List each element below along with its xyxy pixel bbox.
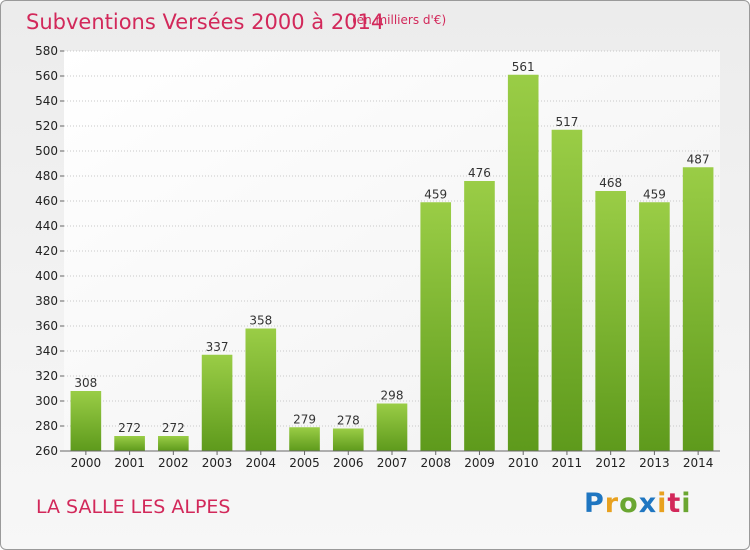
value-label-2003: 337: [206, 340, 229, 354]
value-label-2001: 272: [118, 421, 141, 435]
bar-2010: [507, 74, 539, 451]
bar-2003: [201, 354, 233, 451]
y-tick-label: 400: [35, 269, 58, 283]
logo-letter: i: [657, 488, 668, 519]
x-tick-label-2000: 2000: [71, 456, 102, 470]
y-tick-label: 260: [35, 444, 58, 458]
bar-2006: [332, 428, 364, 451]
y-tick-label: 580: [35, 44, 58, 58]
bar-2007: [376, 403, 408, 451]
logo-letter: t: [667, 488, 682, 519]
bar-2004: [245, 328, 277, 451]
value-label-2004: 358: [249, 314, 272, 328]
y-tick-label: 300: [35, 394, 58, 408]
x-axis: 2000 2001 2002 2003 2004 2005 2006 2007 2008 2009…: [71, 451, 714, 470]
y-tick-label: 440: [35, 219, 58, 233]
y-tick-label: 560: [35, 69, 58, 83]
x-tick-label-2011: 2011: [552, 456, 583, 470]
x-tick-label-2008: 2008: [420, 456, 451, 470]
logo-letter: i: [681, 488, 692, 519]
value-label-2008: 459: [424, 187, 447, 201]
x-tick-label-2002: 2002: [158, 456, 189, 470]
chart-title: Subventions Versées 2000 à 2014: [26, 10, 385, 34]
x-tick-label-2013: 2013: [639, 456, 670, 470]
value-label-2013: 459: [643, 187, 666, 201]
value-label-2010: 561: [512, 60, 535, 74]
logo-letter: x: [638, 488, 658, 519]
value-label-2000: 308: [74, 376, 97, 390]
bar-2013: [639, 202, 670, 451]
y-tick-label: 480: [35, 169, 58, 183]
x-tick-label-2007: 2007: [377, 456, 408, 470]
chart-subtitle: (en milliers d'€): [352, 13, 447, 27]
y-tick-label: 380: [35, 294, 58, 308]
bar-2011: [551, 129, 583, 451]
x-tick-label-2009: 2009: [464, 456, 495, 470]
bar-2008: [420, 202, 452, 451]
y-tick-label: 520: [35, 119, 58, 133]
x-tick-label-2012: 2012: [595, 456, 626, 470]
value-label-2002: 272: [162, 421, 185, 435]
y-tick-label: 280: [35, 419, 58, 433]
bar-2000: [70, 391, 102, 451]
logo-letter: r: [604, 488, 620, 519]
bar-2014: [682, 167, 714, 451]
bar-2012: [595, 191, 626, 451]
y-tick-label: 500: [35, 144, 58, 158]
y-tick-label: 420: [35, 244, 58, 258]
y-tick-label: 320: [35, 369, 58, 383]
value-label-2009: 476: [468, 166, 491, 180]
commune-name: LA SALLE LES ALPES: [36, 496, 231, 518]
x-tick-label-2001: 2001: [114, 456, 145, 470]
value-label-2005: 279: [293, 412, 316, 426]
x-tick-label-2014: 2014: [683, 456, 714, 470]
value-label-2014: 487: [687, 152, 710, 166]
x-tick-label-2005: 2005: [289, 456, 320, 470]
logo-letter: o: [619, 488, 639, 519]
x-tick-label-2010: 2010: [508, 456, 539, 470]
y-tick-label: 360: [35, 319, 58, 333]
y-axis: 260 280 300 320 340 360 380 400 420 440 460 480 500 5…: [35, 44, 64, 458]
value-label-2012: 468: [599, 176, 622, 190]
bars: 308 272 272 337 358 279 278 298 459 476 561 517 468 4…: [70, 60, 714, 451]
bar-2009: [464, 181, 495, 451]
logo-letter: P: [584, 488, 605, 519]
y-tick-label: 540: [35, 94, 58, 108]
value-label-2006: 278: [337, 414, 360, 428]
proxiti-logo[interactable]: Proxiti: [584, 488, 692, 519]
value-label-2007: 298: [381, 389, 404, 403]
x-tick-label-2003: 2003: [202, 456, 233, 470]
y-tick-label: 340: [35, 344, 58, 358]
value-label-2011: 517: [555, 115, 578, 129]
bar-2005: [289, 427, 320, 451]
bar-2002: [158, 436, 189, 451]
x-tick-label-2006: 2006: [333, 456, 364, 470]
x-tick-label-2004: 2004: [246, 456, 277, 470]
bar-2001: [114, 436, 145, 451]
y-tick-label: 460: [35, 194, 58, 208]
